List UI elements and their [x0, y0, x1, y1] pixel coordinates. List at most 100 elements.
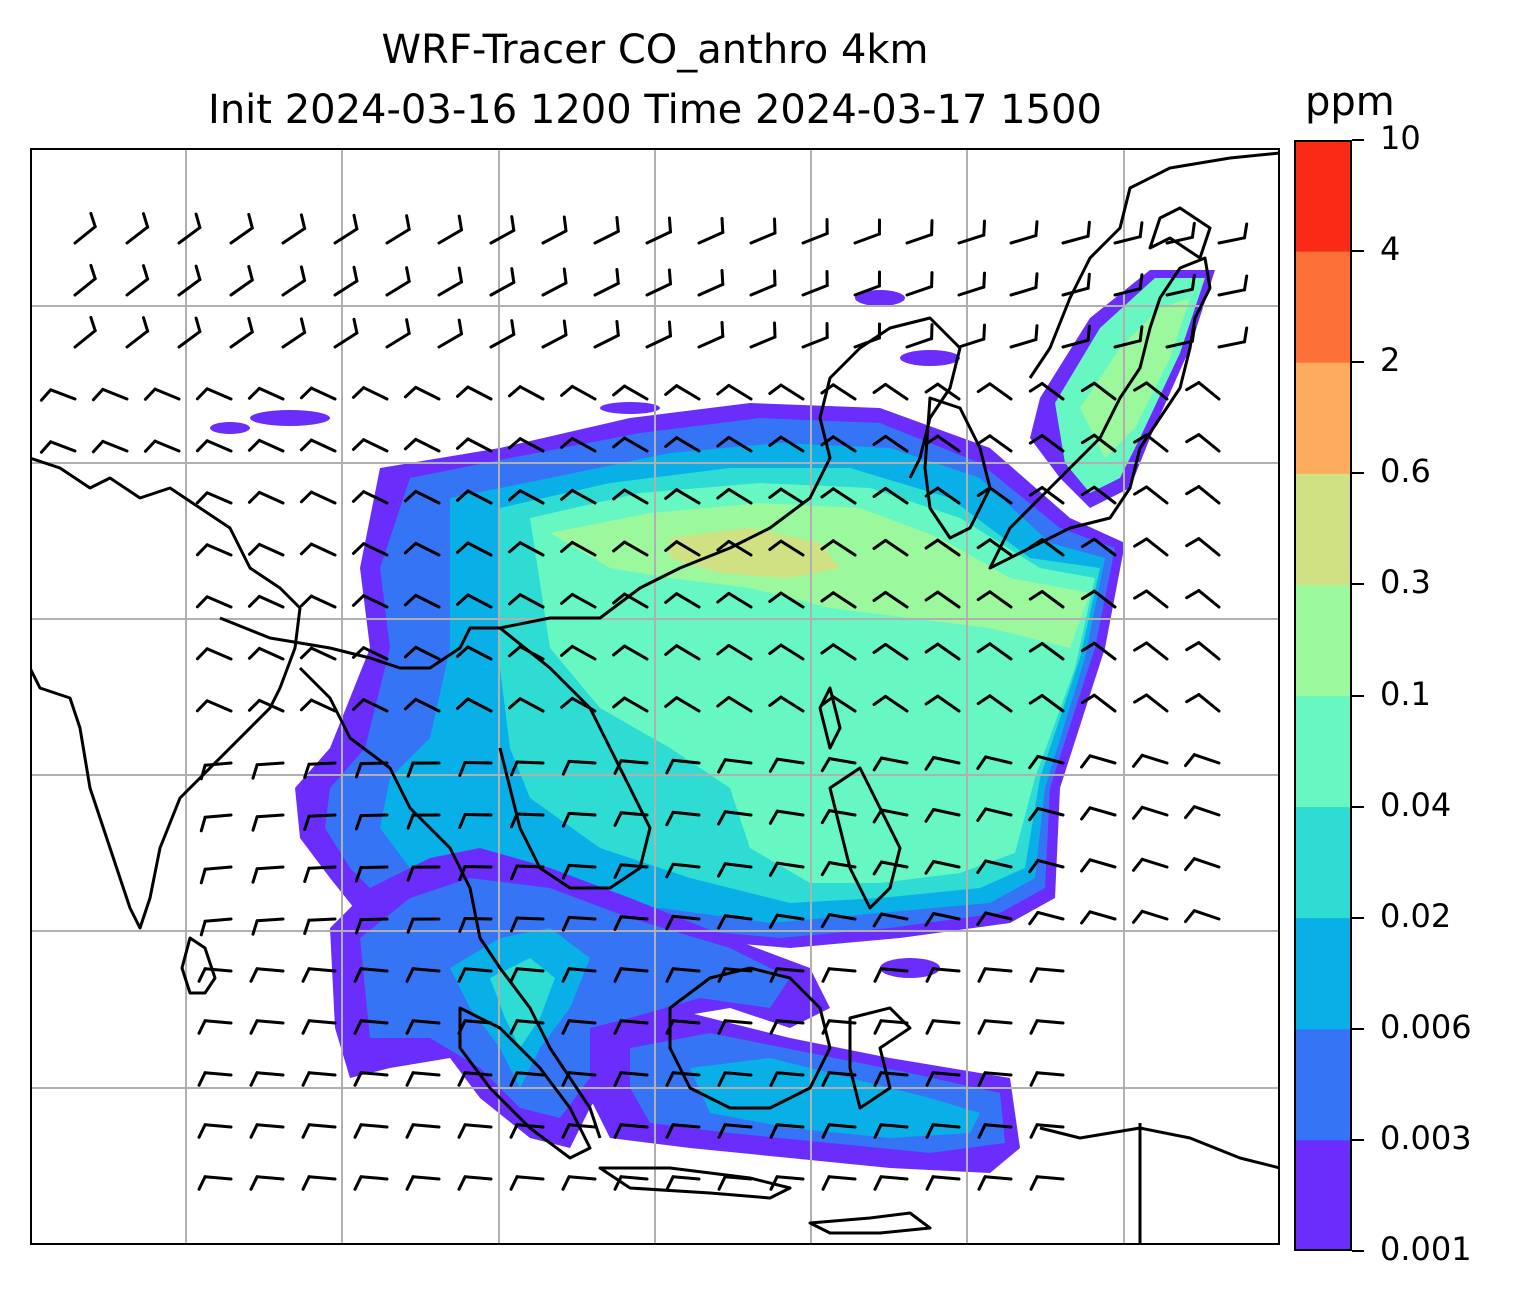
wind-barb-flag: [1185, 485, 1201, 496]
wind-barb-shaft: [723, 810, 753, 817]
wind-barb-flag: [1034, 272, 1039, 290]
wind-barb-flag: [1243, 274, 1249, 292]
wind-barb-shaft: [623, 436, 649, 453]
coast-taiwan: [818, 686, 842, 750]
colorbar-unit-label: ppm: [1305, 79, 1395, 125]
wind-barb-shaft: [73, 225, 97, 245]
wind-barb-shaft: [1145, 693, 1169, 713]
wind-barb-shaft: [309, 490, 337, 505]
wind-barb-flag: [508, 437, 522, 450]
wind-barb-flag: [924, 912, 936, 927]
wind-barb-flag: [1133, 537, 1149, 548]
wind-barb-flag: [403, 385, 418, 399]
wind-barb-shaft: [1092, 693, 1117, 713]
wind-barb-flag: [561, 915, 571, 932]
wind-barb-shaft: [414, 593, 441, 609]
wind-barb-flag: [1028, 754, 1040, 770]
wind-barb-shaft: [101, 387, 129, 401]
wind-barb-flag: [821, 967, 831, 983]
wind-barb-flag: [301, 1071, 311, 1087]
wind-barb-shaft: [645, 230, 672, 245]
wind-barb-flag: [199, 919, 207, 937]
wind-barb-shaft: [307, 1071, 337, 1077]
wind-barb-shaft: [905, 337, 934, 349]
wind-barb-shaft: [697, 282, 725, 297]
wind-barb-flag: [457, 1019, 467, 1035]
wind-barb-flag: [561, 1175, 571, 1191]
wind-barb-flag: [612, 592, 626, 605]
colorbar-tick: [1352, 694, 1364, 697]
wind-barb-shaft: [49, 440, 77, 453]
colorbar-segment: [1294, 251, 1352, 363]
wind-barb-shaft: [936, 642, 961, 661]
wind-barb-flag: [768, 913, 779, 929]
wind-barb-flag: [405, 1175, 415, 1191]
wind-barb-flag: [1080, 910, 1092, 925]
wind-barb-shaft: [570, 384, 597, 401]
wind-barb-flag: [39, 440, 53, 454]
colorbar-tick-label: 0.1: [1380, 674, 1431, 713]
wind-barb-flag: [612, 696, 626, 709]
wind-barb-shaft: [229, 278, 254, 297]
wind-barb-shaft: [1036, 910, 1065, 921]
wind-barb-shaft: [884, 538, 909, 557]
wind-barb-shaft: [1165, 339, 1194, 349]
wind-barb-shaft: [437, 228, 463, 245]
wind-barb-flag: [456, 593, 470, 606]
wind-barb-flag: [665, 1123, 675, 1139]
wind-barb-shaft: [567, 1019, 597, 1025]
wind-barb-flag: [716, 695, 731, 708]
wind-barb-shaft: [1040, 538, 1065, 557]
wind-barb-shaft: [1092, 537, 1117, 557]
wind-barb-shaft: [884, 382, 909, 401]
wind-barb-flag: [821, 1123, 831, 1139]
wind-barb-flag: [403, 645, 418, 659]
wind-barb-flag: [720, 217, 725, 234]
wind-barb-flag: [510, 916, 519, 933]
wind-barb-shaft: [1040, 382, 1065, 401]
wind-barb-flag: [873, 1123, 883, 1139]
wind-barb-flag: [509, 1071, 519, 1087]
wind-barb-flag: [872, 590, 887, 602]
wind-barb-flag: [820, 643, 835, 655]
wind-barb-flag: [977, 1175, 987, 1191]
wind-barb-flag: [562, 319, 568, 337]
wind-barb-flag: [977, 967, 987, 983]
wind-barb-shaft: [515, 760, 545, 765]
wind-barb-shaft: [853, 232, 881, 245]
wind-barb-shaft: [831, 487, 857, 505]
wind-barb-shaft: [880, 756, 909, 765]
wind-barb-shaft: [515, 1071, 545, 1077]
wind-barb-shaft: [411, 1123, 441, 1129]
wind-barb-flag: [769, 967, 779, 983]
wind-barb-shaft: [931, 1019, 961, 1025]
wind-barb-shaft: [905, 285, 934, 297]
wind-barb-flag: [249, 1175, 259, 1191]
wind-barb-flag: [612, 384, 626, 397]
wind-barb-shaft: [727, 539, 753, 557]
wind-barb-flag: [873, 1019, 883, 1035]
wind-barb-flag: [768, 861, 779, 877]
wind-barb-shaft: [229, 226, 254, 245]
wind-barb-shaft: [931, 967, 961, 973]
wind-barb-shaft: [831, 383, 857, 401]
wind-barb-flag: [716, 487, 731, 500]
wind-barb-shaft: [255, 813, 285, 819]
wind-barb-flag: [510, 760, 519, 777]
wind-barb-flag: [405, 1071, 415, 1087]
wind-barb-flag: [613, 863, 623, 879]
wind-barb-shaft: [831, 695, 857, 713]
wind-barb-shaft: [257, 646, 285, 661]
wind-barb-flag: [873, 967, 883, 983]
wind-barb-flag: [1133, 381, 1149, 392]
wind-barb-shaft: [1113, 287, 1142, 297]
wind-barb-flag: [665, 914, 675, 931]
wind-barb-flag: [768, 643, 783, 655]
wind-barb-flag: [768, 487, 783, 499]
wind-barb-shaft: [1140, 805, 1169, 817]
wind-barb-shaft: [988, 434, 1013, 453]
wind-barb-shaft: [307, 865, 337, 870]
graticule: [30, 148, 1280, 1245]
wind-barb-flag: [612, 644, 626, 657]
wind-barb-flag: [353, 1019, 363, 1035]
